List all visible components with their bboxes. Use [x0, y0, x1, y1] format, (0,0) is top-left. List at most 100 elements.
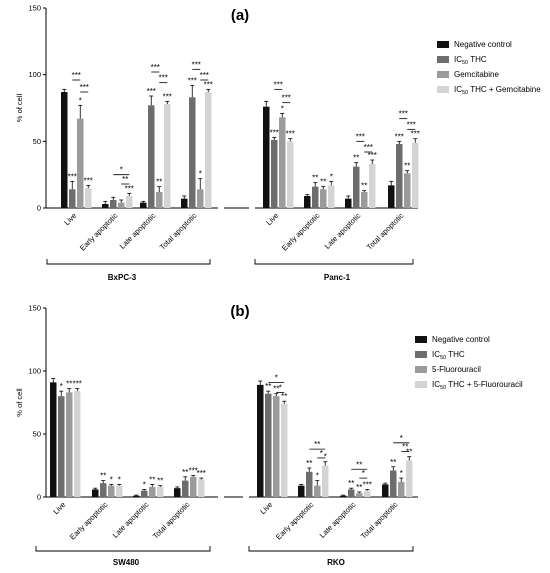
significance-mark: ***	[84, 176, 93, 185]
cell-line-label: SW480	[113, 558, 140, 567]
x-tick-label: Total apoptotic	[365, 211, 406, 252]
bar	[141, 490, 148, 497]
x-tick-label: Early apoptotic	[78, 211, 120, 253]
cell-line-bracket	[248, 546, 414, 552]
bracket-significance: **	[402, 443, 408, 452]
bar	[412, 142, 419, 208]
x-tick-label: Live	[62, 211, 78, 227]
y-tick-label: 50	[33, 430, 41, 439]
bracket-significance: *	[400, 434, 403, 443]
bar	[118, 202, 125, 208]
y-tick-label: 50	[33, 137, 41, 146]
significance-mark: **	[156, 178, 162, 187]
bar	[396, 144, 403, 208]
significance-mark: **	[361, 182, 367, 191]
bracket-significance: ***	[72, 71, 81, 80]
bracket-significance: **	[314, 440, 320, 449]
significance-mark: **	[348, 479, 354, 488]
significance-mark: *	[400, 469, 403, 478]
significance-mark: *	[281, 104, 284, 113]
bracket-significance: ***	[192, 60, 201, 69]
y-tick-label: 100	[28, 70, 41, 79]
significance-mark: ***	[411, 130, 420, 139]
bar	[388, 185, 395, 208]
bar	[348, 489, 355, 497]
x-tick-label: Early apoptotic	[68, 500, 110, 542]
bar	[361, 192, 368, 208]
bar	[390, 470, 397, 497]
bracket-significance: **	[356, 460, 362, 469]
significance-mark: ***	[125, 184, 134, 193]
bracket-significance: ***	[364, 143, 373, 152]
significance-mark: **	[182, 468, 188, 477]
y-tick-label: 100	[28, 367, 41, 376]
significance-mark: ***	[286, 130, 295, 139]
bar	[306, 471, 313, 497]
x-tick-label: Live	[258, 500, 274, 516]
cell-line-bracket	[46, 259, 211, 265]
y-axis-label: % of cell	[15, 388, 24, 417]
significance-mark: *	[110, 475, 113, 484]
bar	[287, 141, 294, 208]
x-tick-label: Late apoptotic	[111, 500, 151, 540]
bracket-significance: ***	[151, 63, 160, 72]
legend-swatch	[415, 351, 427, 358]
legend: Negative control IC50 THC Gemcitabine IC50 …	[437, 40, 541, 96]
legend-swatch	[437, 71, 449, 78]
bar	[356, 493, 363, 497]
bar	[110, 200, 117, 208]
bar	[281, 403, 288, 497]
significance-mark: **	[353, 154, 359, 163]
legend-entry: IC50 THC	[454, 55, 487, 66]
significance-mark: *	[79, 96, 82, 105]
significance-mark: *	[199, 170, 202, 179]
bar	[77, 118, 84, 208]
bar	[164, 104, 171, 208]
bar	[197, 189, 204, 208]
significance-mark: **	[312, 174, 318, 183]
legend-entry: 5-Fluorouracil	[432, 365, 481, 374]
bar	[298, 485, 305, 497]
significance-mark: **	[265, 382, 271, 391]
bar	[156, 192, 163, 208]
bar	[382, 484, 389, 497]
bracket-significance: ***	[80, 83, 89, 92]
bar	[314, 485, 321, 497]
significance-mark: **	[356, 483, 362, 492]
bar	[74, 391, 81, 497]
y-tick-label: 0	[37, 204, 41, 213]
bracket-significance: *	[275, 373, 278, 382]
bracket-significance: *	[320, 449, 323, 458]
legend-swatch	[437, 86, 449, 93]
significance-mark: **	[390, 458, 396, 467]
bracket-significance: *	[279, 383, 282, 392]
cell-line-bracket	[35, 546, 211, 552]
significance-mark: *	[330, 172, 333, 181]
legend-entry: IC50 THC + Gemcitabine	[454, 85, 541, 96]
cell-line-label: Panc-1	[324, 273, 351, 282]
bar	[58, 396, 65, 497]
significance-mark: ***	[270, 128, 279, 137]
y-tick-label: 0	[37, 493, 41, 502]
bracket-significance: *	[362, 469, 365, 478]
legend-entry: Negative control	[432, 335, 490, 344]
significance-mark: ***	[147, 87, 156, 96]
bar	[406, 460, 413, 497]
significance-mark: **	[273, 385, 279, 394]
x-tick-label: Early apoptotic	[280, 211, 322, 253]
bar	[148, 105, 155, 208]
bar	[265, 393, 272, 497]
bracket-significance: ***	[356, 132, 365, 141]
bar	[66, 392, 73, 497]
significance-mark: ***	[395, 132, 404, 141]
bar	[157, 486, 164, 497]
significance-mark: **	[66, 380, 72, 389]
significance-mark: *	[316, 472, 319, 481]
legend-swatch	[415, 336, 427, 343]
significance-mark: ***	[73, 380, 82, 389]
cell-line-label: RKO	[327, 558, 345, 567]
bar	[369, 164, 376, 208]
bar	[100, 483, 107, 497]
significance-mark: ***	[188, 76, 197, 85]
